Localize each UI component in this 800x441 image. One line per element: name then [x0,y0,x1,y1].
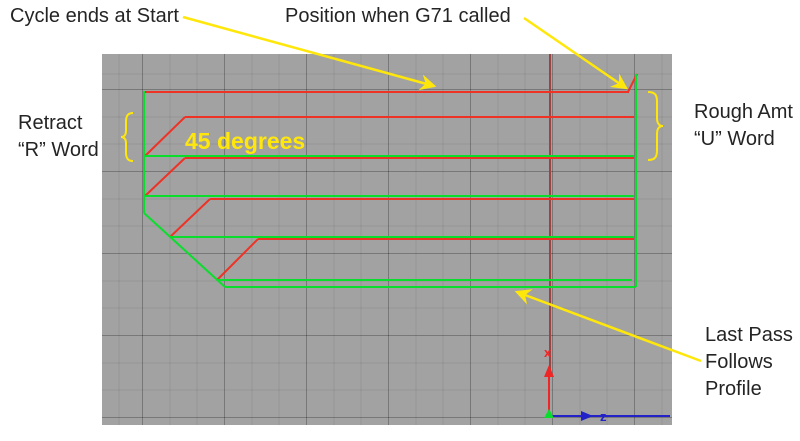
label-last-pass-line2: Follows [705,351,773,373]
label-cycle-ends-at-start: Cycle ends at Start [10,5,179,27]
label-last-pass-follows-profile: Last Pass Follows Profile [705,322,793,403]
label-retract-line2: “R” Word [18,139,99,161]
cad-viewport-grid [102,54,672,425]
label-last-pass-line3: Profile [705,378,762,400]
label-retract-r-word: Retract “R” Word [18,110,99,164]
label-rough-line2: “U” Word [694,128,775,150]
label-retract-line1: Retract [18,112,83,134]
label-rough-amt-u-word: Rough Amt “U” Word [694,99,793,153]
label-last-pass-line1: Last Pass [705,324,793,346]
label-position-when-g71-called: Position when G71 called [285,5,511,27]
label-rough-line1: Rough Amt [694,101,793,123]
